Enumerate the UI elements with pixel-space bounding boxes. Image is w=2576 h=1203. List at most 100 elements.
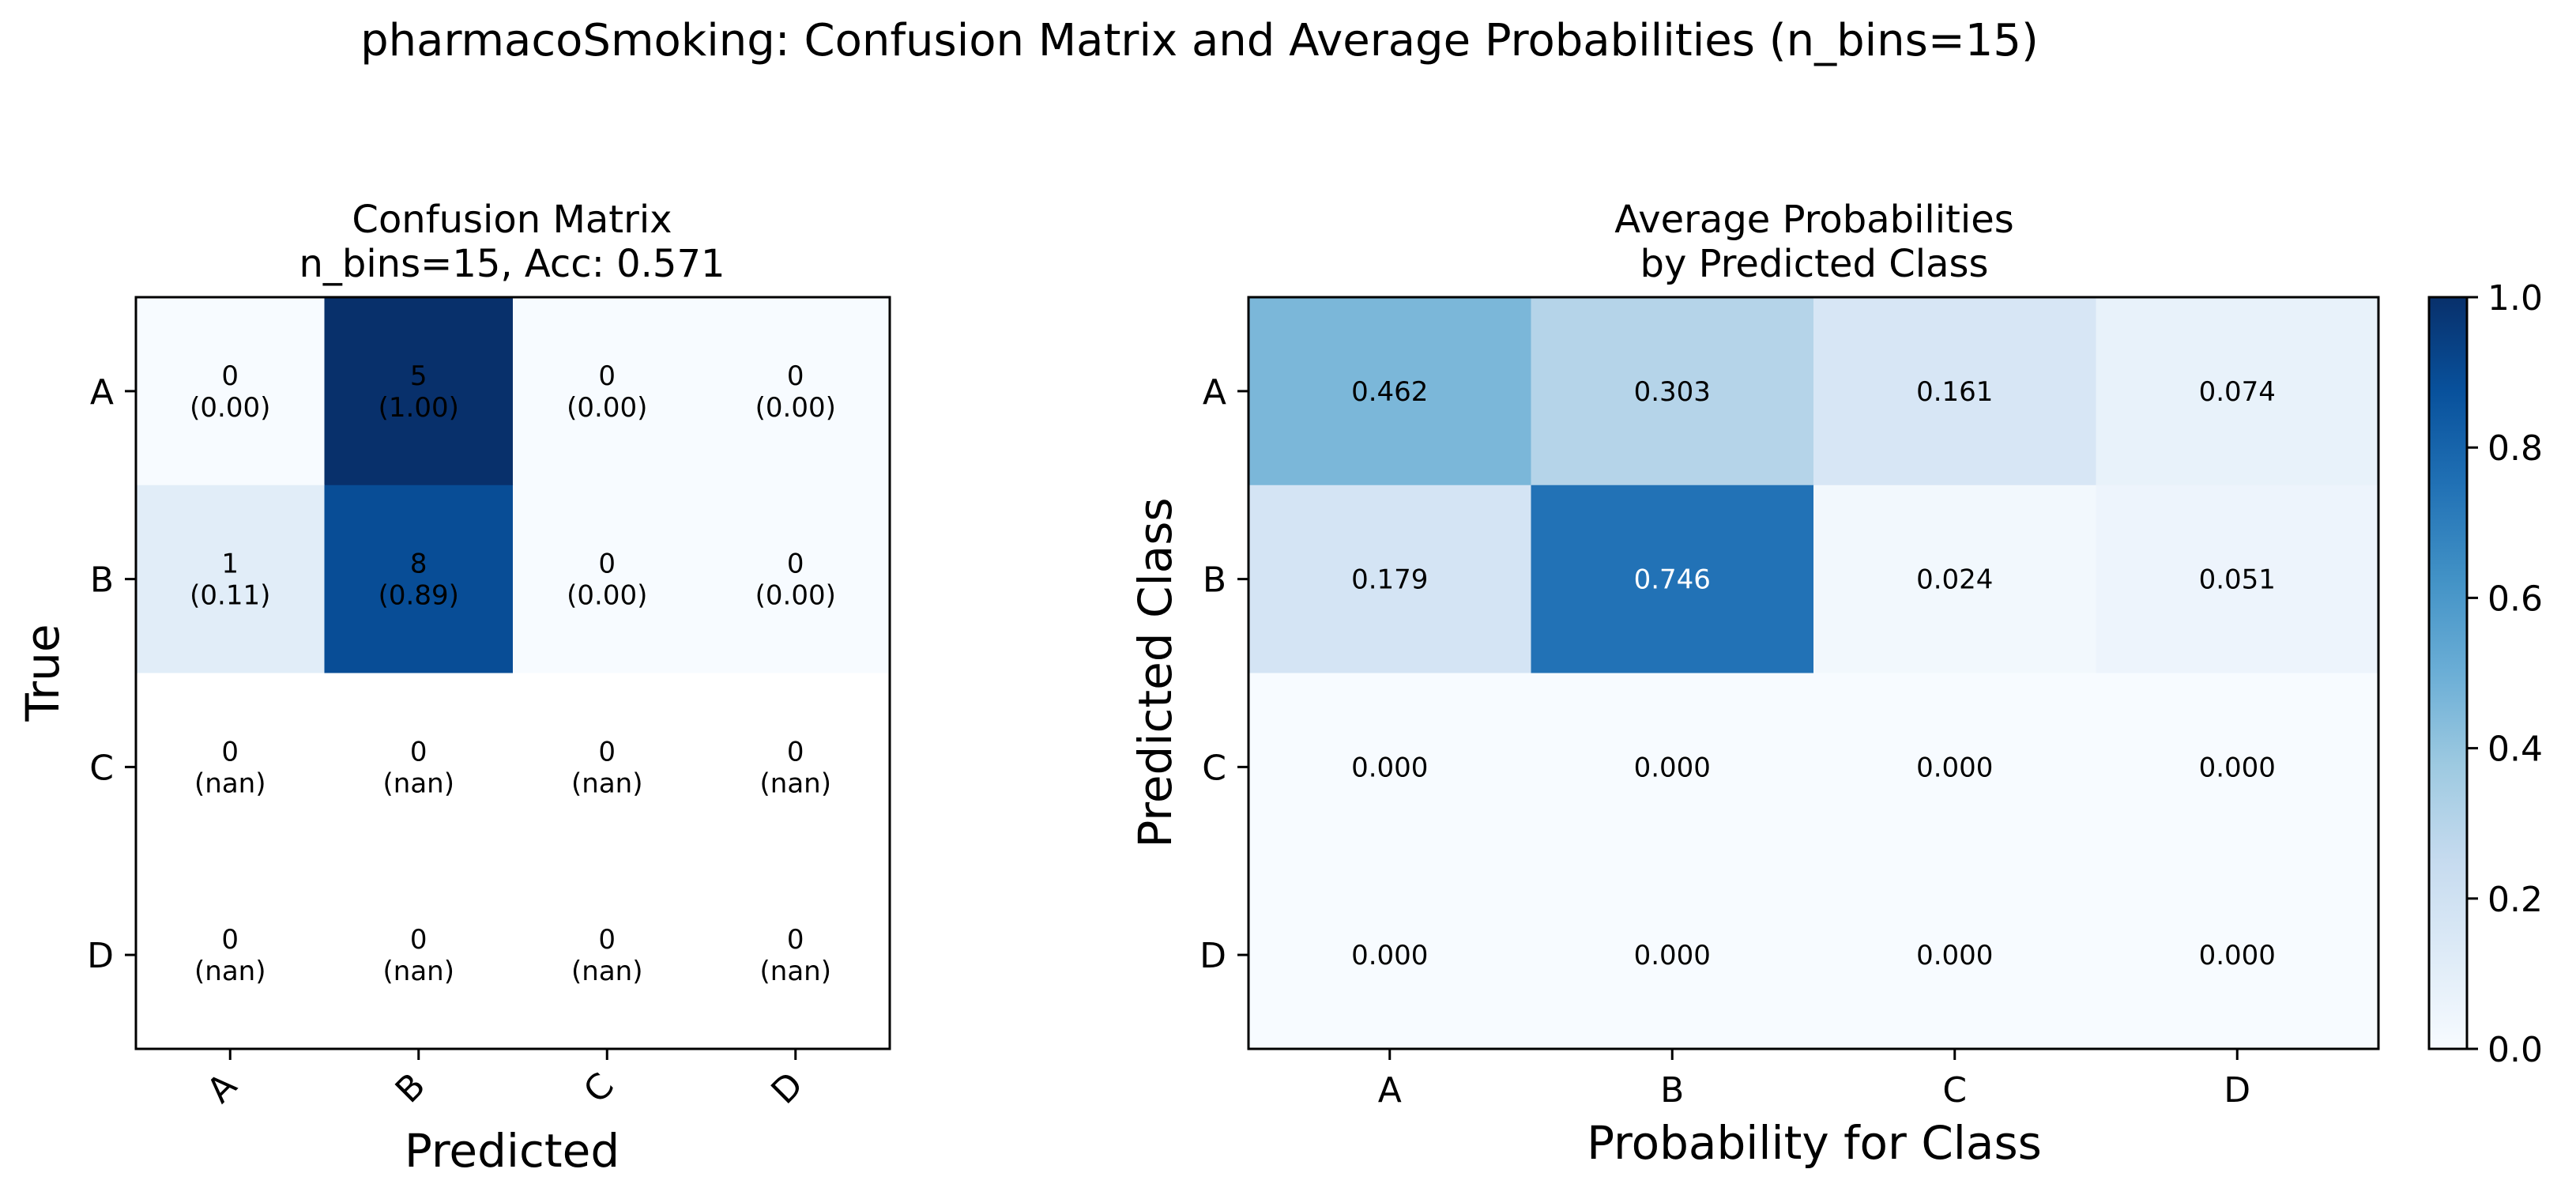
cm-cell-normalized: (0.00) — [755, 580, 836, 612]
confusion-matrix-ylabel: True — [16, 624, 70, 722]
ap-cell — [2096, 673, 2379, 862]
cm-cell-count: 0 — [221, 360, 239, 392]
confusion-matrix-x-ticks: A B C D — [199, 1049, 812, 1112]
ap-cell-value: 0.000 — [1916, 940, 1993, 971]
ap-cell-value: 0.746 — [1634, 564, 1711, 596]
ap-cell-value: 0.000 — [1634, 752, 1711, 783]
ap-cell — [1248, 861, 1531, 1050]
confusion-matrix-xlabel: Predicted — [405, 1124, 620, 1178]
cm-cell-count: 1 — [221, 549, 239, 580]
figure-suptitle: pharmacoSmoking: Confusion Matrix and Av… — [360, 15, 2039, 66]
cm-cell-normalized: (1.00) — [378, 392, 459, 424]
cm-cell-normalized: (nan) — [194, 767, 266, 799]
avg-probabilities-cell-labels: 0.462 0.303 0.161 0.074 0.179 0.746 0.024 0.051… — [1351, 376, 2276, 971]
cm-y-tick-label: C — [89, 748, 114, 788]
confusion-matrix-cell-labels: 0(0.00)5(1.00)0(0.00)0(0.00)1(0.11)8(0.8… — [190, 360, 836, 987]
cm-cell-count: 0 — [410, 924, 427, 956]
ap-cell-value: 0.161 — [1916, 376, 1993, 408]
ap-cell-value: 0.000 — [1916, 752, 1993, 783]
cm-cell — [701, 485, 891, 673]
cm-y-tick-label: A — [90, 372, 114, 413]
ap-cell — [2096, 861, 2379, 1050]
ap-cell — [1813, 673, 2096, 862]
ap-y-tick-label: A — [1203, 372, 1226, 413]
ap-cell-value: 0.074 — [2199, 376, 2276, 408]
ap-cell-value: 0.000 — [1634, 940, 1711, 971]
colorbar-tick-label: 0.4 — [2487, 730, 2543, 770]
cm-cell-normalized: (0.00) — [567, 392, 647, 424]
cm-cell-normalized: (0.00) — [190, 392, 270, 424]
cm-cell-count: 0 — [221, 924, 239, 956]
ap-cell — [1531, 297, 1814, 486]
ap-cell-value: 0.024 — [1916, 564, 1993, 596]
cm-cell — [513, 673, 702, 862]
avg-probabilities-cells — [1248, 297, 2379, 1050]
cm-cell-count: 5 — [410, 360, 427, 392]
colorbar-ticks: 0.0 0.2 0.4 0.6 0.8 1.0 — [2467, 278, 2543, 1070]
ap-cell — [1813, 485, 2096, 673]
confusion-matrix-title-line1: Confusion Matrix — [352, 198, 672, 242]
ap-cell-value: 0.051 — [2199, 564, 2276, 596]
cm-cell-count: 0 — [410, 736, 427, 767]
cm-cell-count: 0 — [787, 924, 804, 956]
ap-cell — [1531, 485, 1814, 673]
cm-cell — [136, 485, 325, 673]
avg-probabilities-title-line2: by Predicted Class — [1640, 242, 1989, 286]
cm-cell-count: 0 — [787, 736, 804, 767]
colorbar-tick-label: 0.8 — [2487, 428, 2543, 469]
cm-cell-count: 0 — [787, 360, 804, 392]
ap-cell-value: 0.303 — [1634, 376, 1711, 408]
cm-cell-normalized: (nan) — [383, 767, 454, 799]
ap-cell — [1531, 673, 1814, 862]
ap-cell-value: 0.179 — [1351, 564, 1428, 596]
cm-x-tick-label: B — [388, 1065, 433, 1111]
cm-x-tick-label: C — [576, 1065, 622, 1111]
avg-probabilities-frame — [1247, 296, 2380, 1050]
cm-cell-normalized: (0.89) — [378, 580, 459, 612]
cm-x-tick-label: A — [199, 1065, 244, 1111]
cm-cell-normalized: (nan) — [571, 956, 642, 987]
ap-x-tick-label: D — [2224, 1070, 2250, 1111]
avg-probabilities-title-line1: Average Probabilities — [1614, 198, 2014, 242]
cm-cell-normalized: (0.00) — [755, 392, 836, 424]
confusion-matrix-chart: Confusion Matrix n_bins=15, Acc: 0.571 0… — [16, 198, 891, 1178]
ap-y-tick-label: B — [1203, 560, 1226, 601]
cm-cell — [513, 297, 702, 486]
confusion-matrix-title-line2: n_bins=15, Acc: 0.571 — [299, 242, 725, 286]
avg-probabilities-ylabel: Predicted Class — [1128, 497, 1182, 847]
ap-cell — [2096, 297, 2379, 486]
avg-probabilities-y-ticks: A B C D — [1199, 372, 1248, 976]
cm-cell — [701, 297, 891, 486]
ap-x-tick-label: C — [1942, 1070, 1967, 1111]
cm-cell — [136, 673, 325, 862]
cm-cell-normalized: (nan) — [760, 956, 831, 987]
ap-cell — [1248, 297, 1531, 486]
cm-cell — [701, 673, 891, 862]
colorbar-gradient — [2427, 296, 2469, 1050]
ap-cell — [2096, 485, 2379, 673]
ap-cell-value: 0.000 — [2199, 940, 2276, 971]
cm-y-tick-label: D — [87, 936, 114, 976]
ap-cell-value: 0.000 — [2199, 752, 2276, 783]
cm-x-tick-label: D — [763, 1065, 811, 1112]
cm-cell-normalized: (nan) — [571, 767, 642, 799]
colorbar: 0.0 0.2 0.4 0.6 0.8 1.0 — [2427, 278, 2543, 1070]
cm-cell — [136, 861, 325, 1050]
cm-cell-normalized: (0.00) — [567, 580, 647, 612]
colorbar-tick-label: 0.6 — [2487, 579, 2543, 619]
cm-cell-count: 0 — [598, 360, 616, 392]
cm-cell — [513, 861, 702, 1050]
cm-cell-count: 0 — [598, 736, 616, 767]
cm-cell — [324, 673, 514, 862]
ap-y-tick-label: C — [1202, 748, 1226, 788]
ap-cell — [1248, 485, 1531, 673]
ap-cell-value: 0.000 — [1351, 940, 1428, 971]
cm-cell-count: 0 — [598, 549, 616, 580]
ap-cell — [1248, 673, 1531, 862]
ap-x-tick-label: A — [1378, 1070, 1402, 1111]
cm-cell-count: 8 — [410, 549, 427, 580]
ap-cell — [1531, 861, 1814, 1050]
colorbar-tick-label: 0.0 — [2487, 1030, 2543, 1070]
cm-y-tick-label: B — [90, 560, 114, 601]
